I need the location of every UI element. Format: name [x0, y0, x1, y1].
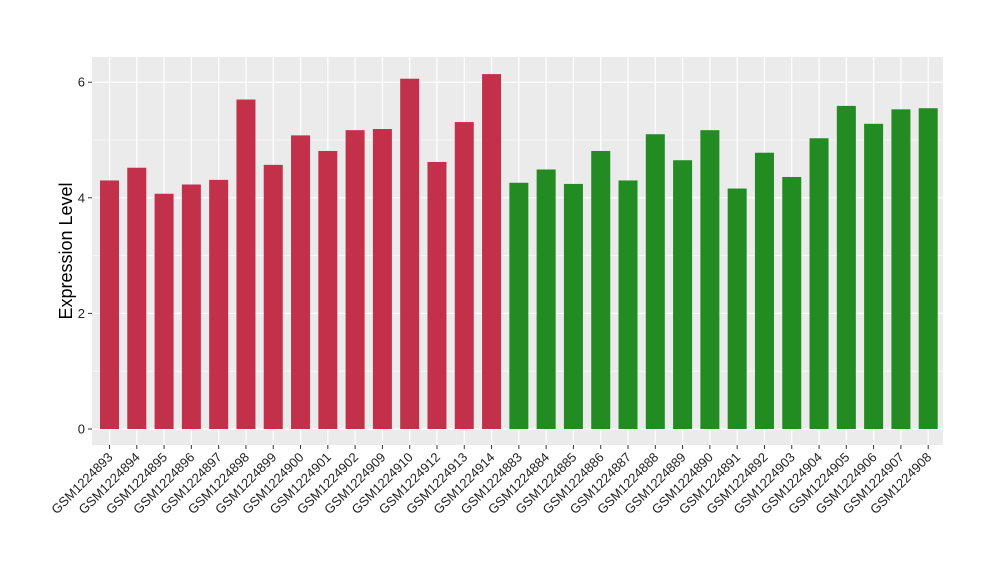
bar-GSM1224883 — [509, 182, 529, 429]
y-tick-label: 6 — [78, 75, 85, 90]
bar-GSM1224909 — [372, 129, 392, 429]
x-axis: GSM1224893GSM1224894GSM1224895GSM1224896… — [48, 445, 934, 517]
bar-GSM1224910 — [400, 78, 420, 430]
bar-GSM1224905 — [836, 105, 856, 429]
bar-GSM1224885 — [563, 183, 583, 429]
y-tick-label: 4 — [78, 190, 85, 205]
bar-GSM1224896 — [181, 184, 201, 429]
bar-GSM1224898 — [236, 99, 256, 429]
bar-GSM1224886 — [591, 150, 611, 429]
y-axis-title: Expression Level — [56, 182, 76, 319]
bar-GSM1224899 — [263, 164, 283, 429]
bar-GSM1224904 — [809, 138, 829, 430]
bars — [100, 74, 938, 430]
bar-GSM1224900 — [291, 135, 311, 429]
bar-GSM1224894 — [127, 167, 147, 429]
y-axis: 0 2 4 6 — [78, 75, 92, 437]
bar-GSM1224914 — [482, 74, 502, 429]
bar-GSM1224903 — [782, 176, 802, 429]
bar-GSM1224889 — [673, 160, 693, 430]
y-tick-label: 0 — [78, 422, 85, 437]
bar-GSM1224901 — [318, 150, 338, 429]
bar-GSM1224895 — [154, 193, 174, 429]
bar-GSM1224891 — [727, 188, 747, 429]
bar-GSM1224890 — [700, 130, 720, 429]
bar-GSM1224893 — [100, 180, 119, 429]
bar-GSM1224888 — [645, 134, 665, 429]
bar-GSM1224884 — [536, 169, 556, 429]
bar-GSM1224897 — [209, 179, 229, 429]
bar-GSM1224908 — [918, 108, 938, 430]
bar-GSM1224913 — [454, 122, 474, 429]
bar-GSM1224887 — [618, 180, 638, 429]
bar-GSM1224892 — [754, 152, 774, 429]
y-tick-label: 2 — [78, 306, 85, 321]
bar-GSM1224902 — [345, 130, 365, 429]
bar-GSM1224912 — [427, 161, 447, 430]
bar-GSM1224907 — [891, 109, 911, 429]
bar-GSM1224906 — [864, 123, 884, 429]
